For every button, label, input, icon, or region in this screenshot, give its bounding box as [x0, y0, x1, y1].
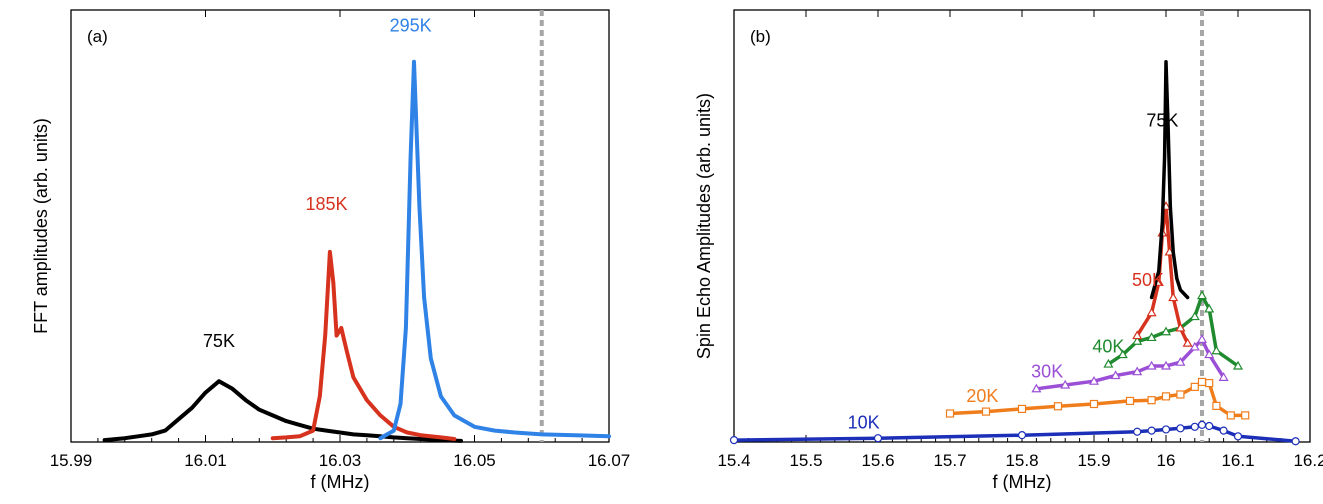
data-point-30k — [1204, 349, 1215, 359]
data-point-30k — [1110, 370, 1121, 380]
series-annotation-40k: 40K — [1092, 337, 1124, 357]
data-point-30k — [1175, 356, 1186, 366]
data-point-40k — [1117, 349, 1128, 359]
data-point-20k — [1089, 399, 1099, 409]
series-line-295k — [378, 59, 611, 441]
data-point-10k — [1219, 426, 1228, 435]
data-point-50k — [1146, 307, 1157, 317]
data-point-20k — [981, 407, 991, 416]
data-point-30k — [1031, 383, 1042, 393]
series-annotation-75k: 75K — [1146, 110, 1178, 130]
data-point-30k — [1189, 341, 1200, 351]
data-point-50k — [1182, 337, 1193, 347]
data-point-50k — [1132, 330, 1143, 340]
x-tick-label-b: 16 — [1157, 451, 1176, 470]
data-point-40k — [1196, 290, 1208, 300]
x-tick-label-a: 16.01 — [184, 451, 227, 470]
data-point-10k — [1205, 421, 1214, 431]
data-point-20k — [1053, 402, 1063, 411]
series-annotation-30k: 30K — [1031, 361, 1063, 381]
x-tick-label-b: 15.6 — [861, 451, 894, 470]
data-point-20k — [1017, 404, 1027, 414]
data-point-40k — [1132, 336, 1143, 345]
data-point-40k — [1211, 345, 1222, 355]
data-point-10k — [1291, 437, 1300, 446]
data-point-50k — [1175, 322, 1186, 332]
panel-a: 15.99 16.01 16.03 16.05 16.07 f (MHz) FFT ampl… — [31, 9, 631, 492]
data-point-30k — [1146, 360, 1157, 370]
data-point-10k — [1197, 420, 1207, 429]
data-point-20k — [1147, 396, 1156, 405]
data-point-10k — [729, 435, 739, 445]
data-point-20k — [1241, 411, 1250, 420]
x-tick-label-b: 15.5 — [789, 451, 822, 470]
panel-b: 15.4 15.5 15.6 15.7 15.8 15.9 16 16.1 16.2 f (MHz… — [694, 9, 1323, 492]
data-point-10k — [873, 434, 883, 443]
series-annotation-295k: 295K — [390, 15, 432, 35]
data-point-10k — [1190, 422, 1199, 431]
data-point-10k — [1147, 426, 1156, 435]
data-point-40k — [1160, 326, 1172, 336]
series-annotation-50k: 50K — [1132, 270, 1164, 290]
series-annotation-20k: 20K — [966, 386, 998, 406]
series-line-75k — [102, 379, 463, 443]
data-point-10k — [1233, 432, 1243, 441]
series-line-75k — [1149, 60, 1190, 300]
data-point-10k — [1176, 424, 1185, 433]
plot-frame-a — [70, 9, 610, 443]
data-point-20k — [1226, 411, 1235, 420]
data-point-20k — [945, 409, 955, 418]
panel-label-a: (a) — [87, 27, 108, 46]
data-point-30k — [1218, 372, 1229, 381]
data-point-20k — [1176, 390, 1185, 399]
data-point-30k — [1132, 366, 1143, 376]
data-point-30k — [1196, 334, 1208, 343]
x-tick-label-a: 16.03 — [319, 451, 362, 470]
series-annotation-75k: 75K — [203, 331, 235, 351]
series-line-40k — [1106, 293, 1240, 368]
y-axis-label-a: FFT amplitudes (arb. units) — [31, 118, 51, 334]
x-tick-label-b: 15.7 — [933, 451, 966, 470]
data-point-40k — [1232, 360, 1244, 370]
series-annotation-185k: 185K — [306, 194, 348, 214]
data-point-20k — [1125, 396, 1135, 406]
x-tick-label-a: 15.99 — [50, 451, 93, 470]
data-point-30k — [1060, 379, 1071, 389]
data-point-40k — [1204, 303, 1215, 313]
data-point-20k — [1197, 377, 1207, 387]
data-point-30k — [1088, 375, 1100, 385]
x-tick-label-b: 15.4 — [717, 451, 750, 470]
x-tick-label-b: 16.1 — [1221, 451, 1254, 470]
x-axis-label-b: f (MHz) — [993, 472, 1052, 492]
x-tick-label-b: 15.8 — [1005, 451, 1038, 470]
series-annotation-10k: 10K — [848, 413, 880, 433]
data-point-10k — [1133, 427, 1142, 436]
y-axis-label-b: Spin Echo Amplitudes (arb. units) — [694, 93, 714, 359]
data-point-20k — [1212, 401, 1221, 410]
data-point-10k — [1017, 431, 1027, 440]
data-point-20k — [1161, 392, 1171, 401]
x-tick-label-a: 16.07 — [588, 451, 631, 470]
x-tick-label-a: 16.05 — [453, 451, 496, 470]
data-point-40k — [1103, 358, 1114, 368]
x-tick-label-b: 16.2 — [1293, 451, 1323, 470]
panel-label-b: (b) — [750, 27, 771, 46]
x-tick-label-b: 15.9 — [1077, 451, 1110, 470]
data-point-20k — [1190, 382, 1199, 391]
data-point-40k — [1146, 332, 1157, 342]
data-point-20k — [1205, 378, 1214, 388]
data-point-50k — [1168, 292, 1179, 302]
data-point-10k — [1161, 425, 1171, 434]
data-point-30k — [1160, 360, 1172, 370]
series-line-185k — [270, 249, 457, 441]
x-axis-label-a: f (MHz) — [311, 472, 370, 492]
data-point-40k — [1189, 311, 1200, 321]
